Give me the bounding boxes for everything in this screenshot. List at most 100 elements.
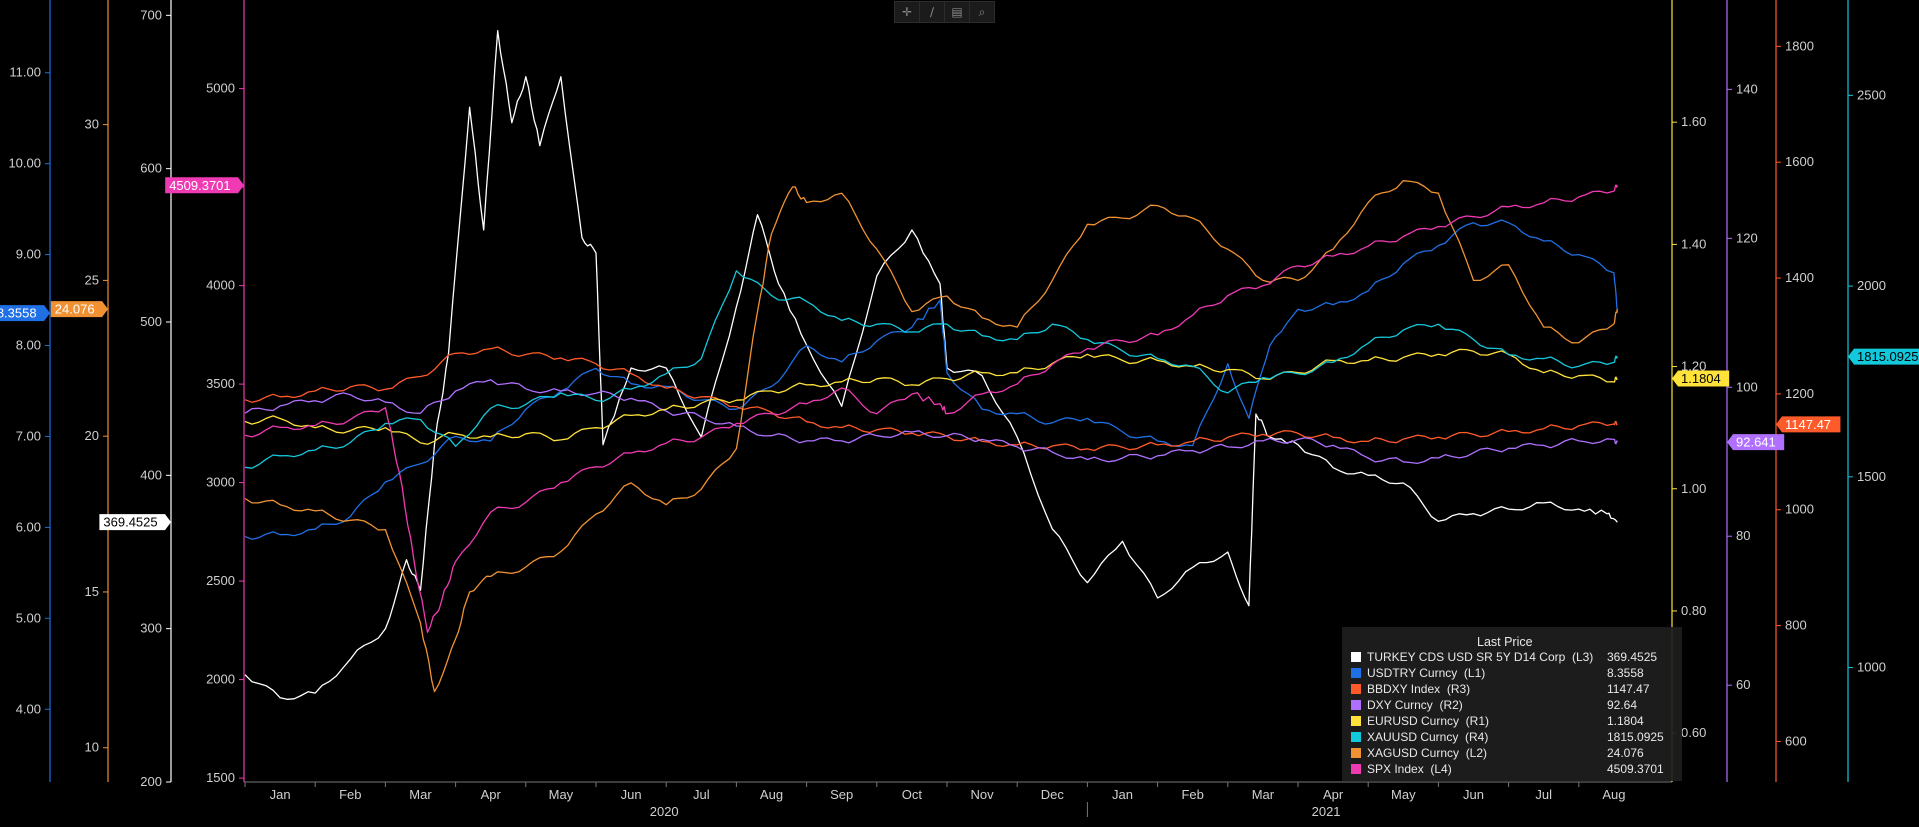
tick-label-R2: 100 [1736, 379, 1758, 394]
tick-label-R1: 1.20 [1681, 359, 1706, 374]
tick-label-R4: 1000 [1857, 660, 1886, 675]
tick-label-L3: 700 [140, 7, 162, 22]
table-icon[interactable]: ▤ [945, 2, 970, 22]
tick-label-L3: 400 [140, 467, 162, 482]
x-tick-label: Jun [621, 787, 642, 802]
tick-label-R3: 800 [1785, 618, 1807, 633]
last-price-label: 1147.47 [1785, 417, 1831, 432]
last-price-label: 4509.3701 [169, 178, 230, 193]
last-price-tag [1776, 416, 1841, 433]
series-line [244, 346, 1618, 452]
tick-label-R1: 1.60 [1681, 114, 1706, 129]
tick-label-L1: 10.00 [8, 156, 41, 171]
series-line [244, 30, 1618, 700]
tick-label-L4: 2500 [206, 573, 235, 588]
legend-series-value: 1147.47 [1607, 682, 1650, 696]
tick-label-R1: 1.00 [1681, 481, 1706, 496]
last-price-tag [0, 305, 50, 322]
x-tick-label: Sep [830, 787, 853, 802]
last-price-label: 1815.0925 [1857, 349, 1918, 364]
tick-label-L3: 200 [140, 774, 162, 789]
last-price-tag [165, 177, 244, 194]
legend-row: XAUUSD Curncy (R4) 1815.0925 [1342, 729, 1682, 745]
tick-label-R3: 1000 [1785, 502, 1814, 517]
crosshair-icon[interactable]: ✛ [895, 2, 920, 22]
tick-label-L1: 7.00 [16, 428, 41, 443]
tick-label-L1: 8.00 [16, 338, 41, 353]
last-price-tag [99, 514, 171, 531]
x-tick-label: May [1391, 787, 1416, 802]
year-label: 2021 [1312, 804, 1341, 819]
series-line [244, 270, 1618, 469]
tick-label-R1: 0.80 [1681, 603, 1706, 618]
last-price-tag [1727, 434, 1785, 451]
series-line [244, 184, 1619, 633]
tick-label-L2: 15 [85, 584, 99, 599]
tick-label-L2: 25 [85, 272, 99, 287]
legend-series-value: 24.076 [1607, 746, 1644, 760]
series-line [244, 348, 1618, 445]
legend-swatch [1351, 732, 1361, 742]
tick-label-R3: 600 [1785, 733, 1807, 748]
legend-swatch [1351, 764, 1361, 774]
legend-swatch [1351, 748, 1361, 758]
x-tick-label: Aug [1602, 787, 1625, 802]
tick-label-L3: 500 [140, 314, 162, 329]
x-tick-label: Feb [1181, 787, 1203, 802]
tick-label-L1: 6.00 [16, 519, 41, 534]
tick-label-L4: 1500 [206, 770, 235, 785]
tick-label-L3: 300 [140, 621, 162, 636]
tick-label-L2: 20 [85, 428, 99, 443]
legend-row: BBDXY Index (R3) 1147.47 [1342, 681, 1682, 697]
legend-series-name: BBDXY Index (R3) [1367, 682, 1471, 696]
tick-label-R1: 0.60 [1681, 725, 1706, 740]
x-tick-label: Apr [481, 787, 502, 802]
zoom-icon[interactable]: ⌕ [978, 4, 986, 19]
last-price-label: 369.4525 [103, 515, 157, 530]
legend-row: SPX Index (L4) 4509.3701 [1342, 761, 1682, 777]
legend-series-name: XAGUSD Curncy (L2) [1367, 746, 1488, 760]
legend-row: XAGUSD Curncy (L2) 24.076 [1342, 745, 1682, 761]
tick-label-L2: 30 [85, 117, 99, 132]
tick-label-L1: 4.00 [16, 701, 41, 716]
x-tick-label: Oct [902, 787, 923, 802]
x-tick-label: Jan [270, 787, 291, 802]
series-line [244, 219, 1619, 540]
legend-series-value: 4509.3701 [1607, 762, 1664, 776]
legend-series-name: EURUSD Curncy (R1) [1367, 714, 1490, 728]
legend-series-value: 92.64 [1607, 698, 1638, 712]
x-tick-label: Dec [1041, 787, 1065, 802]
legend-series-name: XAUUSD Curncy (R4) [1367, 730, 1489, 744]
legend-series-value: 1.1804 [1607, 714, 1644, 728]
chart-toolbar: ✛ ∕ ▤ ⌕ [894, 1, 995, 23]
legend-series-value: 8.3558 [1607, 666, 1644, 680]
legend-series-name: SPX Index (L4) [1367, 762, 1452, 776]
tick-label-L4: 3500 [206, 376, 235, 391]
legend-swatch [1351, 700, 1361, 710]
tick-label-L4: 4000 [206, 278, 235, 293]
legend-swatch [1351, 684, 1361, 694]
x-tick-label: Aug [760, 787, 783, 802]
tick-label-R1: 1.40 [1681, 236, 1706, 251]
pencil-icon[interactable]: ∕ [920, 2, 945, 22]
legend-series-value: 1815.0925 [1607, 730, 1664, 744]
tick-label-R2: 60 [1736, 677, 1750, 692]
series-line [244, 180, 1619, 693]
tick-label-L4: 5000 [206, 81, 235, 96]
tick-label-R2: 140 [1736, 81, 1758, 96]
x-tick-label: Jan [1112, 787, 1133, 802]
tick-label-R3: 1600 [1785, 154, 1814, 169]
legend-title: Last Price [1477, 635, 1533, 649]
legend-row: DXY Curncy (R2) 92.64 [1342, 697, 1682, 713]
last-price-label: 8.3558 [0, 306, 37, 321]
legend-series-value: 369.4525 [1607, 650, 1658, 664]
legend-row: TURKEY CDS USD SR 5Y D14 Corp (L3) 369.45… [1342, 649, 1682, 665]
x-tick-label: Feb [339, 787, 361, 802]
last-price-label: 24.076 [55, 302, 95, 317]
last-price-tag [50, 301, 108, 318]
series-line [244, 379, 1618, 465]
tick-label-R3: 1800 [1785, 38, 1814, 53]
tick-label-R2: 120 [1736, 230, 1758, 245]
tick-label-R3: 1400 [1785, 270, 1814, 285]
